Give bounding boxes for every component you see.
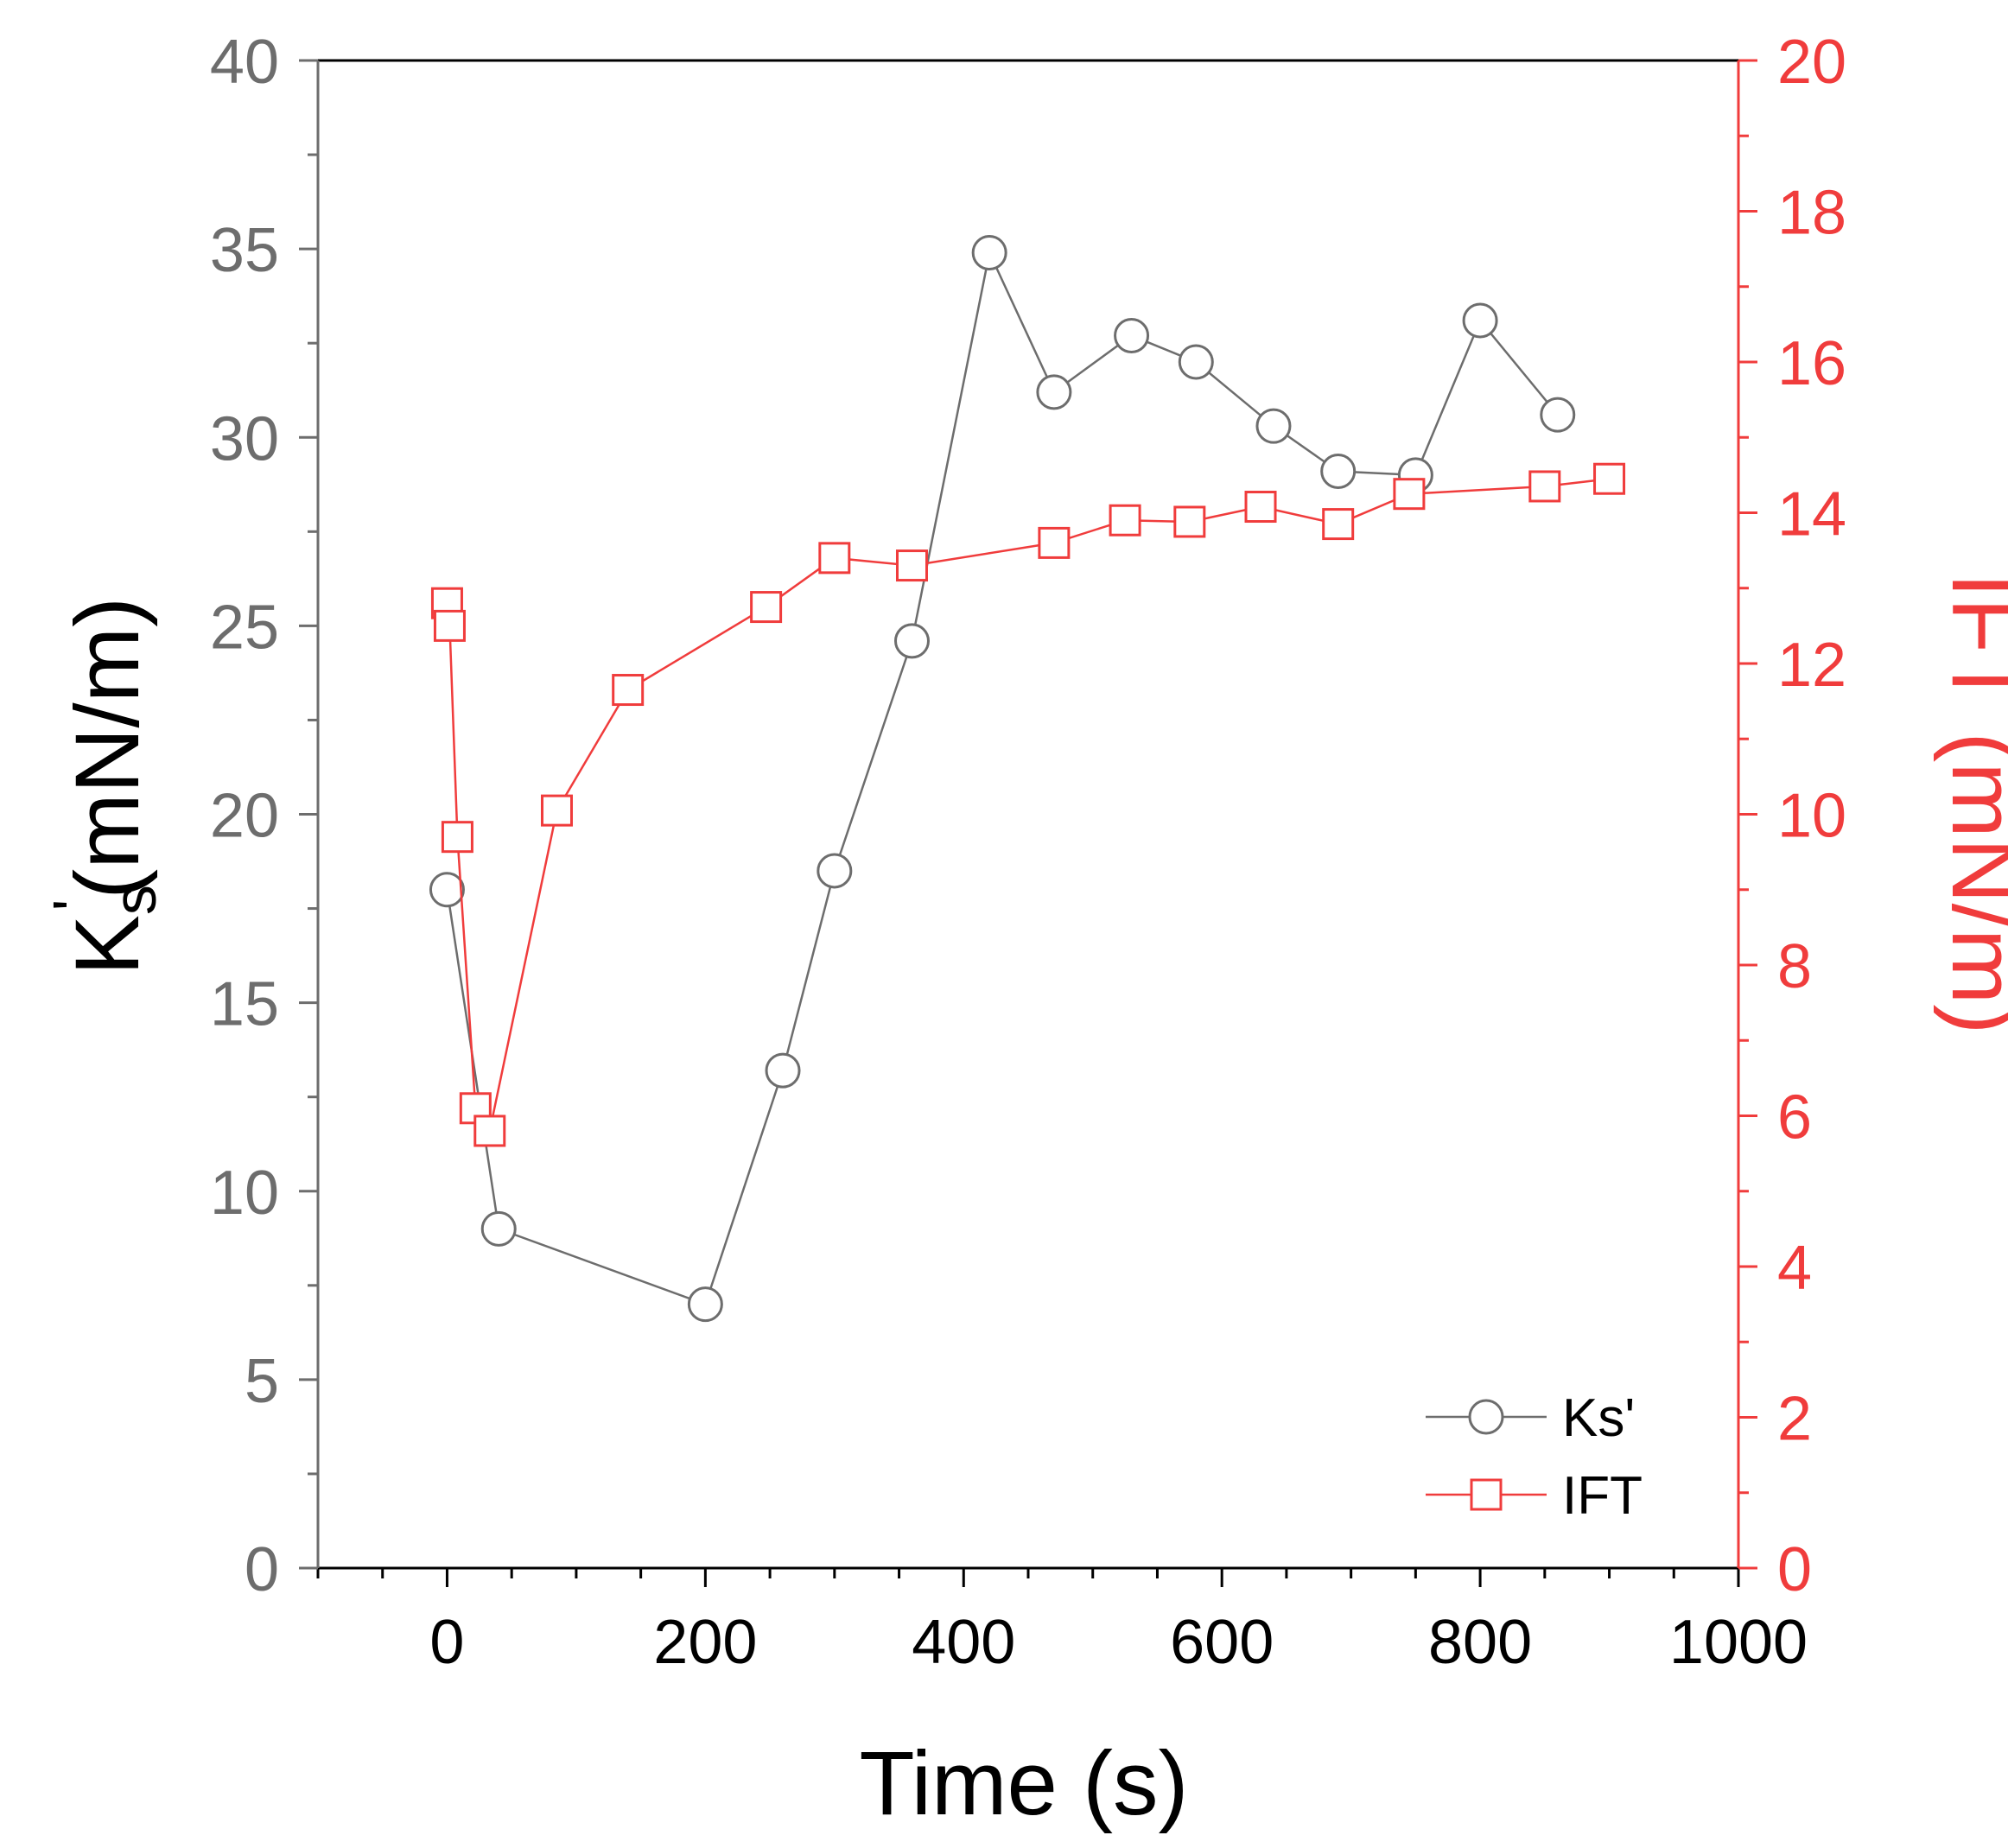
legend-label-ift: IFT <box>1562 1466 1643 1526</box>
ks-point <box>1036 374 1072 410</box>
ift-point <box>895 549 928 582</box>
ks-point <box>480 1210 517 1247</box>
y-axis-label: Ks'(mN/m) <box>41 597 168 975</box>
ift-point <box>1038 526 1071 559</box>
ks-point <box>687 1286 723 1323</box>
x-tick-label: 200 <box>653 1608 757 1677</box>
y2-tick-label: 0 <box>1777 1535 1812 1604</box>
legend-marker-ks <box>1468 1399 1504 1435</box>
y2-tick-label: 20 <box>1777 28 1846 97</box>
ift-point <box>441 821 473 854</box>
ift-point <box>1393 478 1426 511</box>
ift-point <box>473 1115 506 1147</box>
ift-point <box>612 674 645 707</box>
ks-point <box>1540 397 1576 433</box>
ift-point <box>1322 508 1355 541</box>
ift-point <box>1173 505 1206 538</box>
x-axis-label: Time (s) <box>859 1733 1188 1834</box>
x-tick-label: 600 <box>1170 1608 1274 1677</box>
ift-point <box>1593 462 1626 495</box>
ks-point <box>1320 454 1357 490</box>
y-tick-label: 0 <box>245 1535 279 1604</box>
y2-tick-label: 4 <box>1777 1234 1812 1303</box>
y-tick-label: 15 <box>210 970 279 1039</box>
ift-point <box>750 591 783 624</box>
y2-tick-label: 6 <box>1777 1083 1812 1153</box>
y-tick-label: 35 <box>210 216 279 285</box>
x-tick-label: 1000 <box>1669 1608 1808 1677</box>
ift-point <box>433 609 466 642</box>
axis-labels: Time (s) Ks'(mN/m) IFT (mN/m) <box>41 573 2008 1834</box>
y2-tick-label: 12 <box>1777 631 1846 700</box>
ks-point <box>1255 408 1292 444</box>
y-tick-label: 10 <box>210 1159 279 1228</box>
ks-point <box>429 872 465 908</box>
y2-tick-label: 2 <box>1777 1385 1812 1454</box>
y-tick-label: 25 <box>210 593 279 662</box>
y2-tick-label: 10 <box>1777 782 1846 851</box>
y-axis-label-sup: ' <box>41 899 108 911</box>
x-tick-label: 800 <box>1428 1608 1532 1677</box>
ks-point <box>1178 344 1214 380</box>
legend: Ks' IFT <box>1426 1388 1643 1526</box>
ift-series-line <box>446 477 1610 1134</box>
y2-tick-label: 14 <box>1777 480 1846 549</box>
ks-point <box>765 1052 801 1089</box>
y-tick-label: 30 <box>210 404 279 473</box>
ift-point <box>1528 470 1561 503</box>
y2-tick-label: 8 <box>1777 932 1812 1001</box>
ks-series-line <box>446 249 1559 1306</box>
y-tick-label: 40 <box>210 28 279 97</box>
legend-marker-ift <box>1470 1478 1503 1511</box>
y2-tick-label: 18 <box>1777 179 1846 248</box>
ift-point <box>818 542 851 575</box>
y-axis-label-unit: (mN/m) <box>57 597 158 899</box>
series-layer <box>429 234 1626 1323</box>
x-tick-label: 0 <box>429 1608 464 1677</box>
axes: 0 200 400 600 800 100005101520253035400246810… <box>210 28 1846 1677</box>
ift-point <box>1109 504 1141 537</box>
ift-point <box>1244 491 1277 524</box>
ks-point <box>971 234 1007 270</box>
legend-label-ks: Ks' <box>1562 1388 1635 1448</box>
y-tick-label: 20 <box>210 782 279 851</box>
y-axis-label-sub: s <box>101 885 168 915</box>
ks-point <box>1114 317 1150 353</box>
y-tick-label: 5 <box>245 1347 279 1416</box>
y-axis-label-main: K <box>57 915 158 975</box>
x-tick-label: 400 <box>912 1608 1015 1677</box>
ks-point <box>817 853 853 889</box>
ift-point <box>540 794 573 827</box>
y2-axis-label: IFT (mN/m) <box>1933 573 2008 1035</box>
ks-point <box>1462 302 1498 339</box>
y2-tick-label: 16 <box>1777 329 1846 398</box>
ks-point <box>893 623 930 659</box>
